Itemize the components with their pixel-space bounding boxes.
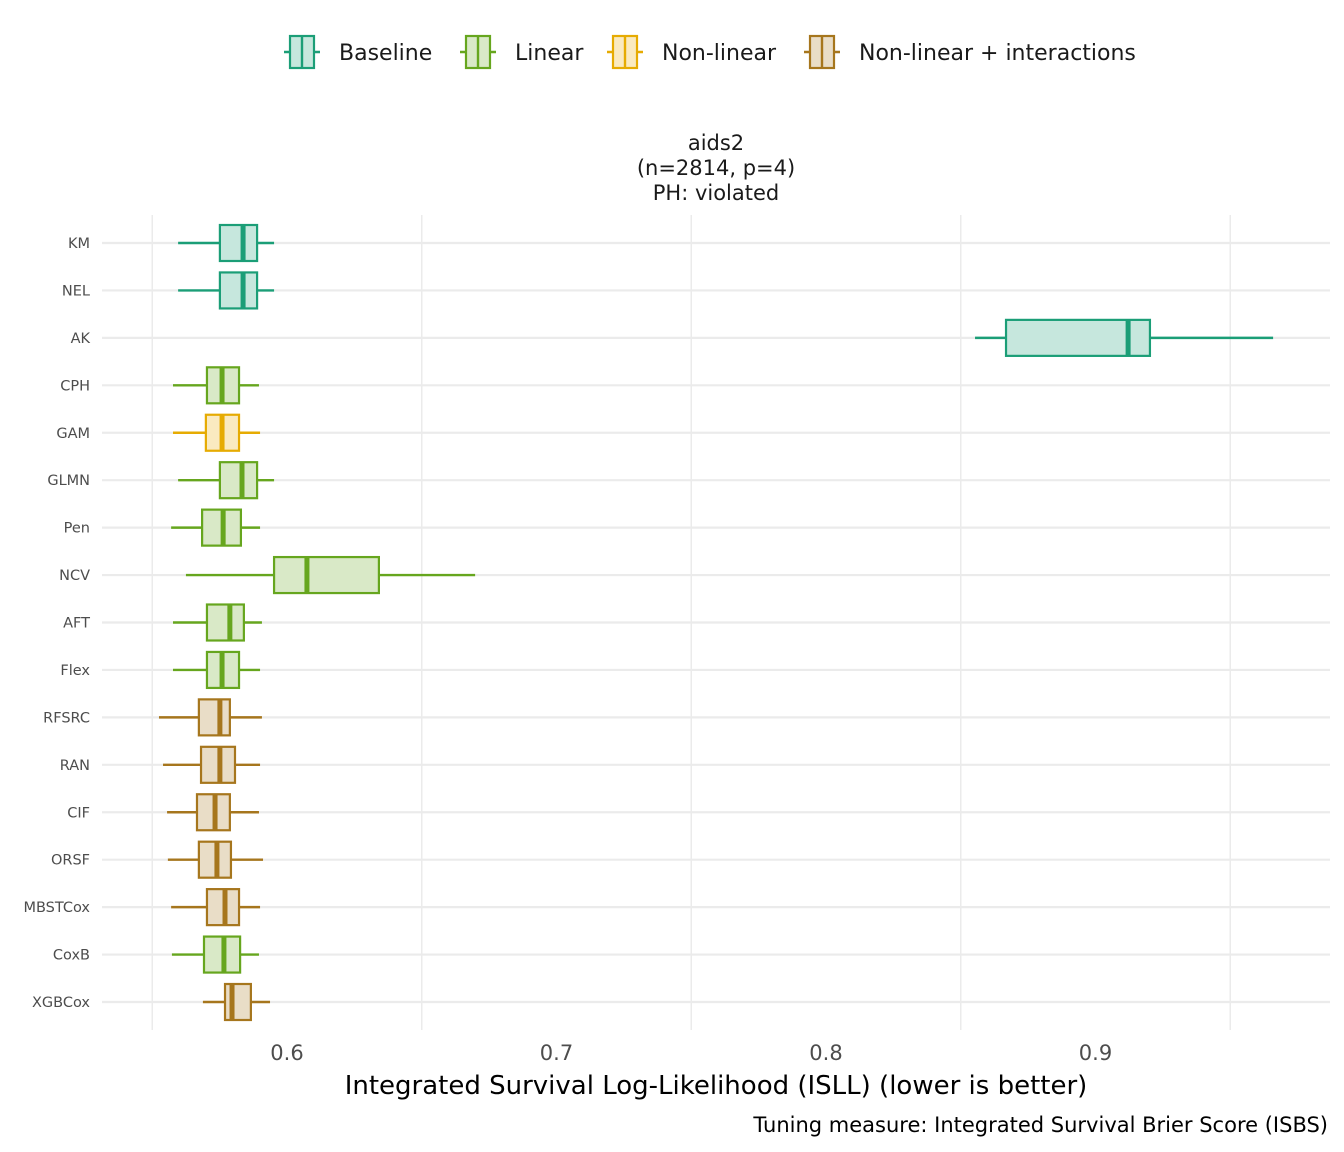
x-tick-label: 0.7 (540, 1041, 573, 1065)
box-flex (173, 650, 261, 690)
legend-label: Non-linear + interactions (859, 41, 1136, 66)
box-ak (975, 318, 1274, 357)
y-axis-ticks: KM NEL AK CPH GAM GLMN Pen NCV AFT Flex RFSRC RAN CI… (23, 236, 90, 1011)
y-tick-label: GLMN (47, 473, 90, 489)
box-glmn (178, 461, 275, 500)
box-iqr (205, 603, 245, 642)
box-aft (173, 603, 262, 642)
legend-label: Non-linear (662, 41, 777, 66)
y-tick-label: KM (68, 236, 90, 252)
y-tick-label: CIF (67, 805, 90, 821)
box-iqr (223, 982, 252, 1022)
title-line-3: PH: violated (653, 181, 780, 205)
legend-label: Linear (515, 41, 584, 66)
x-tick-label: 0.9 (1079, 1041, 1112, 1065)
box-ran (163, 745, 261, 784)
legend-item-non-linear: Non-linear (607, 34, 777, 70)
box-km (178, 223, 275, 263)
box-gam (173, 413, 261, 452)
gridlines (102, 215, 1330, 1030)
box-cph (173, 366, 259, 405)
box-iqr (218, 461, 259, 500)
legend-item-non-linear-interactions: Non-linear + interactions (804, 34, 1136, 70)
box-pen (171, 508, 261, 547)
y-tick-label: MBSTCox (23, 900, 90, 916)
box-nel (178, 271, 275, 310)
caption: Tuning measure: Integrated Survival Brie… (752, 1113, 1328, 1137)
legend-label: Baseline (339, 41, 432, 66)
box-coxb (171, 935, 259, 974)
y-tick-label: GAM (56, 426, 90, 442)
box-xgbcox (202, 982, 271, 1022)
legend: Baseline Linear Non-linear Non-linear + int… (284, 34, 1136, 70)
x-axis-ticks: 0.6 0.7 0.8 0.9 (270, 1041, 1112, 1065)
box-cif (167, 793, 259, 832)
boxes (158, 223, 1274, 1022)
title-line-1: aids2 (688, 131, 744, 155)
box-orsf (167, 840, 264, 879)
legend-item-baseline: Baseline (284, 34, 432, 70)
facet-title: aids2 (n=2814, p=4) PH: violated (637, 131, 795, 205)
box-iqr (218, 223, 259, 263)
box-ncv (185, 555, 476, 595)
box-iqr (218, 271, 259, 310)
y-tick-label: AK (71, 331, 91, 347)
box-rfsrc (158, 698, 262, 737)
x-tick-label: 0.6 (270, 1041, 303, 1065)
box-mbstcox (171, 888, 261, 927)
y-tick-label: Pen (64, 521, 90, 537)
y-tick-label: RAN (60, 758, 90, 774)
box-iqr (197, 698, 231, 737)
y-tick-label: AFT (63, 616, 90, 632)
y-tick-label: CoxB (53, 948, 90, 964)
y-tick-label: Flex (60, 663, 90, 679)
title-line-2: (n=2814, p=4) (637, 156, 795, 180)
y-tick-label: CPH (60, 378, 90, 394)
legend-item-linear: Linear (460, 34, 584, 70)
y-tick-label: NEL (62, 283, 90, 299)
x-axis-label: Integrated Survival Log-Likelihood (ISLL… (345, 1071, 1088, 1101)
x-tick-label: 0.8 (809, 1041, 842, 1065)
y-tick-label: XGBCox (32, 995, 90, 1011)
y-tick-label: ORSF (51, 853, 90, 869)
y-tick-label: RFSRC (43, 710, 90, 726)
y-tick-label: NCV (59, 568, 90, 584)
box-iqr (272, 555, 380, 595)
